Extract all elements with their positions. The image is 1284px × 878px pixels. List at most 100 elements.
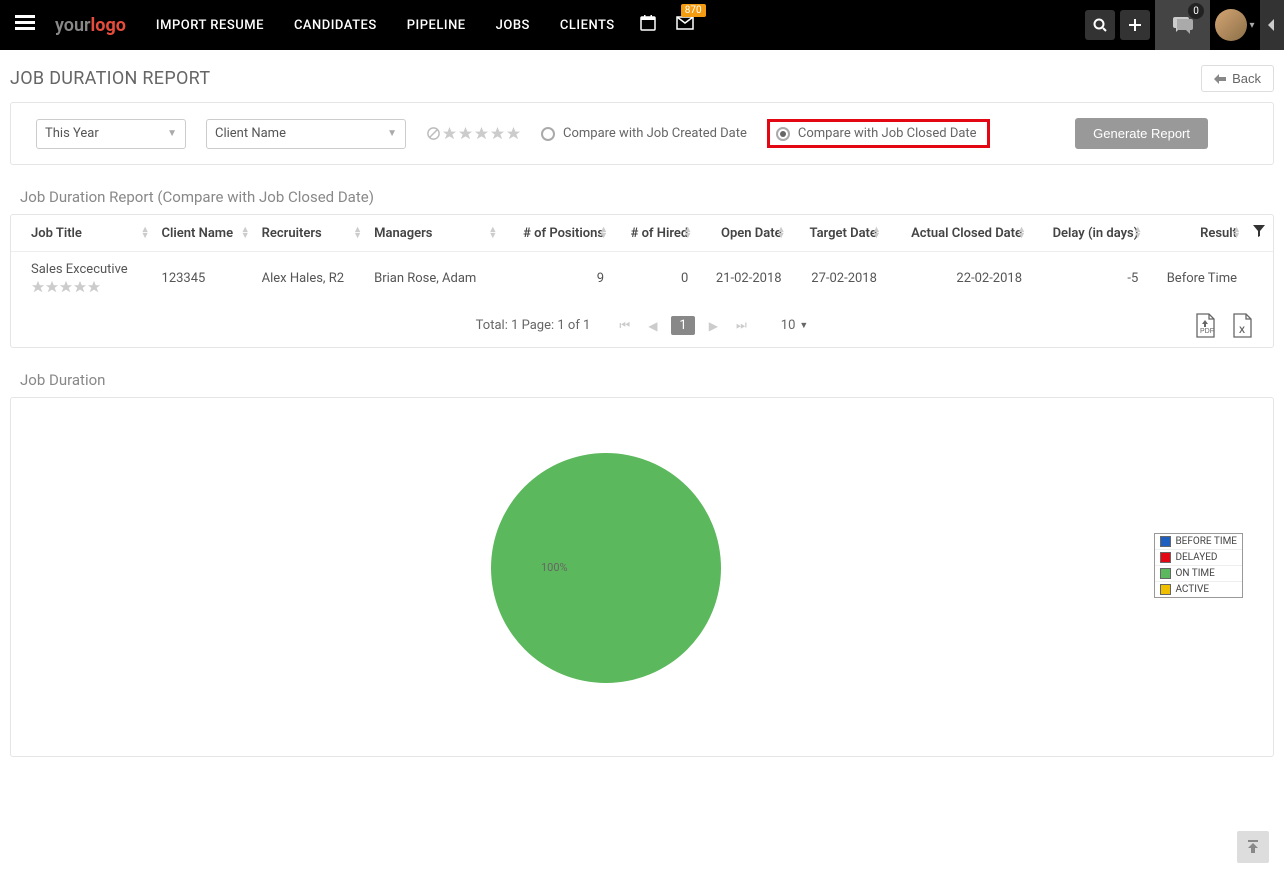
legend-label: ON TIME (1175, 568, 1214, 579)
mail-badge: 870 (681, 4, 706, 17)
nav-link-candidates[interactable]: CANDIDATES (294, 18, 377, 33)
chat-button[interactable]: 0 (1155, 0, 1210, 50)
cell-job-title: Sales Excecutive (31, 262, 146, 277)
star-icon (87, 280, 101, 294)
col-job-title[interactable]: Job Title▲▼ (11, 215, 154, 252)
nav-link-jobs[interactable]: JOBS (496, 18, 530, 33)
sort-icon: ▲▼ (141, 227, 150, 239)
legend-item: ACTIVE (1155, 582, 1242, 597)
col-hired[interactable]: # of Hired▲▼ (612, 215, 696, 252)
period-dropdown[interactable]: This Year ▼ (36, 119, 186, 149)
collapse-panel-icon[interactable] (1260, 0, 1284, 50)
page-first-icon[interactable]: ⏮ (615, 316, 634, 335)
cell-hired: 0 (612, 252, 696, 305)
col-closed-date[interactable]: Actual Closed Date▲▼ (885, 215, 1030, 252)
col-managers[interactable]: Managers▲▼ (366, 215, 501, 252)
row-star-rating (31, 280, 111, 294)
client-value: Client Name (215, 126, 286, 141)
star-icon[interactable] (442, 126, 457, 141)
legend-swatch (1160, 552, 1171, 563)
add-button[interactable] (1120, 10, 1150, 40)
col-target-date[interactable]: Target Date▲▼ (790, 215, 885, 252)
nav-link-clients[interactable]: CLIENTS (560, 18, 615, 33)
user-menu[interactable]: ▾ (1210, 0, 1260, 50)
chart-panel: 100% BEFORE TIMEDELAYEDON TIMEACTIVE (10, 397, 1274, 757)
search-button[interactable] (1085, 10, 1115, 40)
mail-icon[interactable]: 870 (676, 16, 694, 34)
radio-icon (776, 127, 790, 141)
radio-label: Compare with Job Created Date (563, 126, 747, 141)
star-icon[interactable] (506, 126, 521, 141)
pie-center-label: 100% (541, 561, 568, 574)
nav-link-pipeline[interactable]: PIPELINE (407, 18, 466, 33)
page-size-select[interactable]: 10 ▼ (781, 318, 809, 333)
chevron-down-icon: ▼ (167, 128, 177, 139)
legend-item: BEFORE TIME (1155, 534, 1242, 550)
scroll-top-button[interactable] (1237, 831, 1269, 863)
star-icon[interactable] (490, 126, 505, 141)
pie-chart: 100% (491, 453, 721, 687)
calendar-icon[interactable] (640, 15, 656, 35)
page-current[interactable]: 1 (671, 316, 694, 335)
compare-created-radio[interactable]: Compare with Job Created Date (541, 126, 747, 141)
export-pdf-icon[interactable]: PDF (1194, 313, 1216, 339)
star-rating-filter[interactable] (426, 126, 521, 141)
page-last-icon[interactable]: ⏭ (732, 316, 751, 335)
legend-label: ACTIVE (1175, 584, 1209, 595)
col-positions[interactable]: # of Positions▲▼ (501, 215, 612, 252)
nav-icon-group: 870 (640, 15, 694, 35)
nav-links: IMPORT RESUME CANDIDATES PIPELINE JOBS C… (156, 18, 615, 33)
chevron-down-icon: ▾ (1249, 20, 1254, 31)
filter-panel: This Year ▼ Client Name ▼ Compare with J… (10, 102, 1274, 165)
hamburger-icon[interactable] (0, 15, 50, 35)
cell-delay: -5 (1030, 252, 1146, 305)
sort-icon: ▲▼ (777, 227, 786, 239)
cell-open-date: 21-02-2018 (696, 252, 789, 305)
sort-icon: ▲▼ (872, 227, 881, 239)
col-open-date[interactable]: Open Date▲▼ (696, 215, 789, 252)
sort-icon: ▲▼ (1133, 227, 1142, 239)
chart-section-title: Job Duration (0, 363, 1284, 397)
nav-right: 0 ▾ (1085, 0, 1284, 50)
star-icon (31, 280, 45, 294)
page-next-icon[interactable]: ▶ (705, 317, 722, 335)
col-delay[interactable]: Delay (in days)▲▼ (1030, 215, 1146, 252)
chat-badge: 0 (1188, 3, 1204, 19)
period-value: This Year (45, 126, 99, 141)
export-icons: PDF X (1194, 313, 1253, 339)
table-row: Sales Excecutive 123345 Alex Hales, R2 B… (11, 252, 1273, 305)
star-icon[interactable] (458, 126, 473, 141)
chart-legend: BEFORE TIMEDELAYEDON TIMEACTIVE (1154, 533, 1243, 598)
chevron-down-icon: ▼ (799, 320, 808, 331)
nav-link-import-resume[interactable]: IMPORT RESUME (156, 18, 264, 33)
cell-recruiters: Alex Hales, R2 (254, 252, 366, 305)
top-nav: yourlogo IMPORT RESUME CANDIDATES PIPELI… (0, 0, 1284, 50)
sort-icon: ▲▼ (1017, 227, 1026, 239)
page-prev-icon[interactable]: ◀ (644, 317, 661, 335)
client-dropdown[interactable]: Client Name ▼ (206, 119, 406, 149)
report-panel: Job Title▲▼ Client Name▲▼ Recruiters▲▼ M… (10, 214, 1274, 348)
legend-swatch (1160, 568, 1171, 579)
star-icon (73, 280, 87, 294)
export-excel-icon[interactable]: X (1231, 313, 1253, 339)
compare-closed-radio[interactable]: Compare with Job Closed Date (776, 126, 977, 141)
logo[interactable]: yourlogo (50, 15, 141, 36)
column-filter-icon[interactable] (1245, 215, 1273, 252)
radio-label: Compare with Job Closed Date (798, 126, 977, 141)
col-client-name[interactable]: Client Name▲▼ (154, 215, 254, 252)
back-button[interactable]: Back (1201, 65, 1274, 92)
report-table: Job Title▲▼ Client Name▲▼ Recruiters▲▼ M… (11, 215, 1273, 304)
star-icon[interactable] (474, 126, 489, 141)
sort-icon: ▲▼ (1232, 227, 1241, 239)
col-recruiters[interactable]: Recruiters▲▼ (254, 215, 366, 252)
cell-closed-date: 22-02-2018 (885, 252, 1030, 305)
disable-icon[interactable] (426, 126, 441, 141)
cell-client: 123345 (154, 252, 254, 305)
sort-icon: ▲▼ (353, 227, 362, 239)
generate-report-button[interactable]: Generate Report (1075, 118, 1208, 149)
compare-closed-highlight: Compare with Job Closed Date (767, 119, 990, 148)
col-result[interactable]: Result▲▼ (1146, 215, 1245, 252)
sort-icon: ▲▼ (683, 227, 692, 239)
arrow-left-icon (1214, 74, 1226, 84)
star-icon (59, 280, 73, 294)
